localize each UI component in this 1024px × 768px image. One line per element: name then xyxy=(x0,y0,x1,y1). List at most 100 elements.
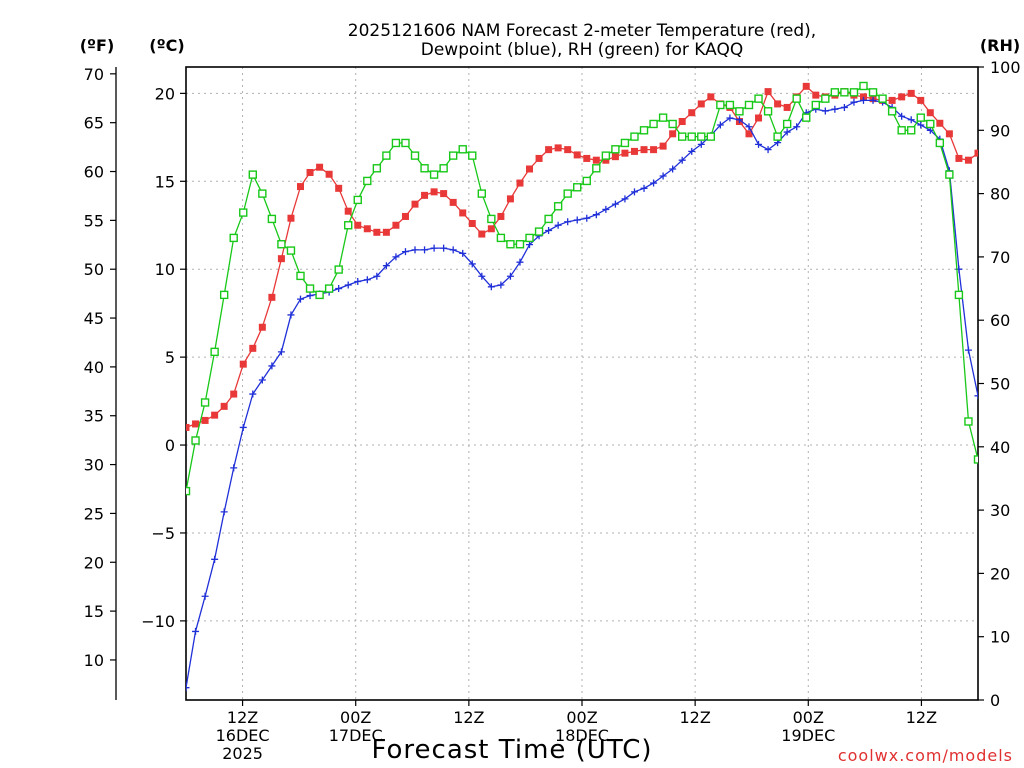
rh-point xyxy=(439,164,448,173)
dewpoint-point xyxy=(373,272,381,280)
rh-tick-label: 80 xyxy=(990,185,1010,204)
rh-point xyxy=(563,189,572,198)
dewpoint-point xyxy=(688,147,696,155)
temperature-point xyxy=(354,221,362,229)
rh-point xyxy=(716,100,725,110)
fahrenheit-tick-label: 55 xyxy=(84,211,104,230)
temperature-point xyxy=(373,228,381,236)
dewpoint-point xyxy=(287,311,295,319)
temperature-point xyxy=(812,91,820,99)
temperature-point xyxy=(382,228,390,236)
x-tick-label: 00Z xyxy=(566,708,597,727)
x-tick-label: 00Z xyxy=(340,708,371,727)
dewpoint-point xyxy=(297,295,305,303)
dewpoint-point xyxy=(459,249,467,257)
dewpoint-point xyxy=(840,103,848,111)
rh-point xyxy=(973,455,978,464)
rh-point xyxy=(754,94,763,103)
temperature-point xyxy=(211,411,219,419)
fahrenheit-tick-label: 60 xyxy=(84,163,104,182)
dewpoint-point xyxy=(755,140,763,148)
rh-point xyxy=(296,271,305,281)
temperature-point xyxy=(325,170,333,178)
x-tick-label: 12Z xyxy=(453,708,484,727)
rh-point xyxy=(324,284,334,293)
rh-point xyxy=(821,94,830,103)
dewpoint-point xyxy=(745,123,753,131)
rh-point xyxy=(496,233,506,243)
fahrenheit-tick-label: 30 xyxy=(84,456,104,475)
temperature-point xyxy=(363,225,371,233)
dewpoint-point xyxy=(440,244,448,252)
rh-point xyxy=(353,195,362,205)
dewpoint-point xyxy=(783,128,791,136)
rh-point xyxy=(239,208,248,217)
dewpoint-point xyxy=(430,244,438,252)
rh-point xyxy=(763,107,773,116)
dewpoint-point xyxy=(621,195,629,203)
temperature-point xyxy=(659,142,667,150)
rh-point xyxy=(553,202,563,211)
rh-point xyxy=(868,88,878,97)
rh-point xyxy=(429,170,439,179)
temperature-point xyxy=(926,109,934,117)
dewpoint-point xyxy=(602,205,610,213)
rh-tick-label: 50 xyxy=(990,375,1010,394)
temperature-point xyxy=(755,114,763,122)
chart-title-line-1: 2025121606 NAM Forecast 2-meter Temperat… xyxy=(348,21,816,41)
rh-point xyxy=(544,214,553,224)
temperature-point xyxy=(239,360,247,368)
dewpoint-point xyxy=(821,107,829,115)
dewpoint-point xyxy=(526,241,534,249)
rh-point xyxy=(344,221,353,230)
fahrenheit-tick-label: 15 xyxy=(84,602,104,621)
temperature-point xyxy=(440,190,448,198)
x-tick-label: 12Z xyxy=(679,708,710,727)
x-tick-label: 18DEC xyxy=(555,726,609,745)
dewpoint-point xyxy=(869,96,877,104)
temperature-point xyxy=(545,146,553,154)
dewpoint-point xyxy=(401,248,409,256)
rh-point xyxy=(706,132,716,141)
temperature-point xyxy=(459,209,467,217)
rh-tick-label: 70 xyxy=(990,248,1010,267)
temperature-point xyxy=(640,146,648,154)
rh-point xyxy=(887,107,897,116)
rh-point xyxy=(926,119,935,129)
temperature-point xyxy=(898,93,906,101)
rh-point xyxy=(515,240,525,249)
dewpoint-point xyxy=(277,348,285,356)
rh-point xyxy=(573,183,582,192)
dewpoint-point xyxy=(669,165,677,173)
temperature-point xyxy=(688,109,696,117)
rh-point xyxy=(830,88,840,97)
temperature-point xyxy=(592,156,600,164)
rh-point xyxy=(401,138,410,148)
x-tick-label: 00Z xyxy=(793,708,824,727)
series-clip-group xyxy=(186,81,978,692)
temperature-point xyxy=(678,118,686,126)
rh-point xyxy=(811,100,820,110)
rh-point xyxy=(725,100,735,110)
rh-point xyxy=(964,417,973,426)
rh-point xyxy=(649,119,658,129)
rh-point xyxy=(697,132,706,141)
temperature-point xyxy=(650,146,658,154)
temperature-point xyxy=(602,156,610,164)
temperature-point xyxy=(535,154,543,162)
fahrenheit-unit-label: (ºF) xyxy=(80,36,115,55)
rh-point xyxy=(200,398,210,407)
rh-point xyxy=(372,164,382,173)
temperature-point xyxy=(186,423,190,431)
rh-point xyxy=(782,119,792,129)
x-tick-label: 16DEC xyxy=(216,726,270,745)
dewpoint-point xyxy=(659,172,667,180)
rh-point xyxy=(677,132,687,141)
dewpoint-point xyxy=(726,114,734,122)
rh-point xyxy=(448,151,458,160)
rh-point xyxy=(487,214,496,224)
celsius-tick-label: 5 xyxy=(165,348,175,367)
rh-point xyxy=(210,347,219,357)
rh-point xyxy=(802,113,811,122)
